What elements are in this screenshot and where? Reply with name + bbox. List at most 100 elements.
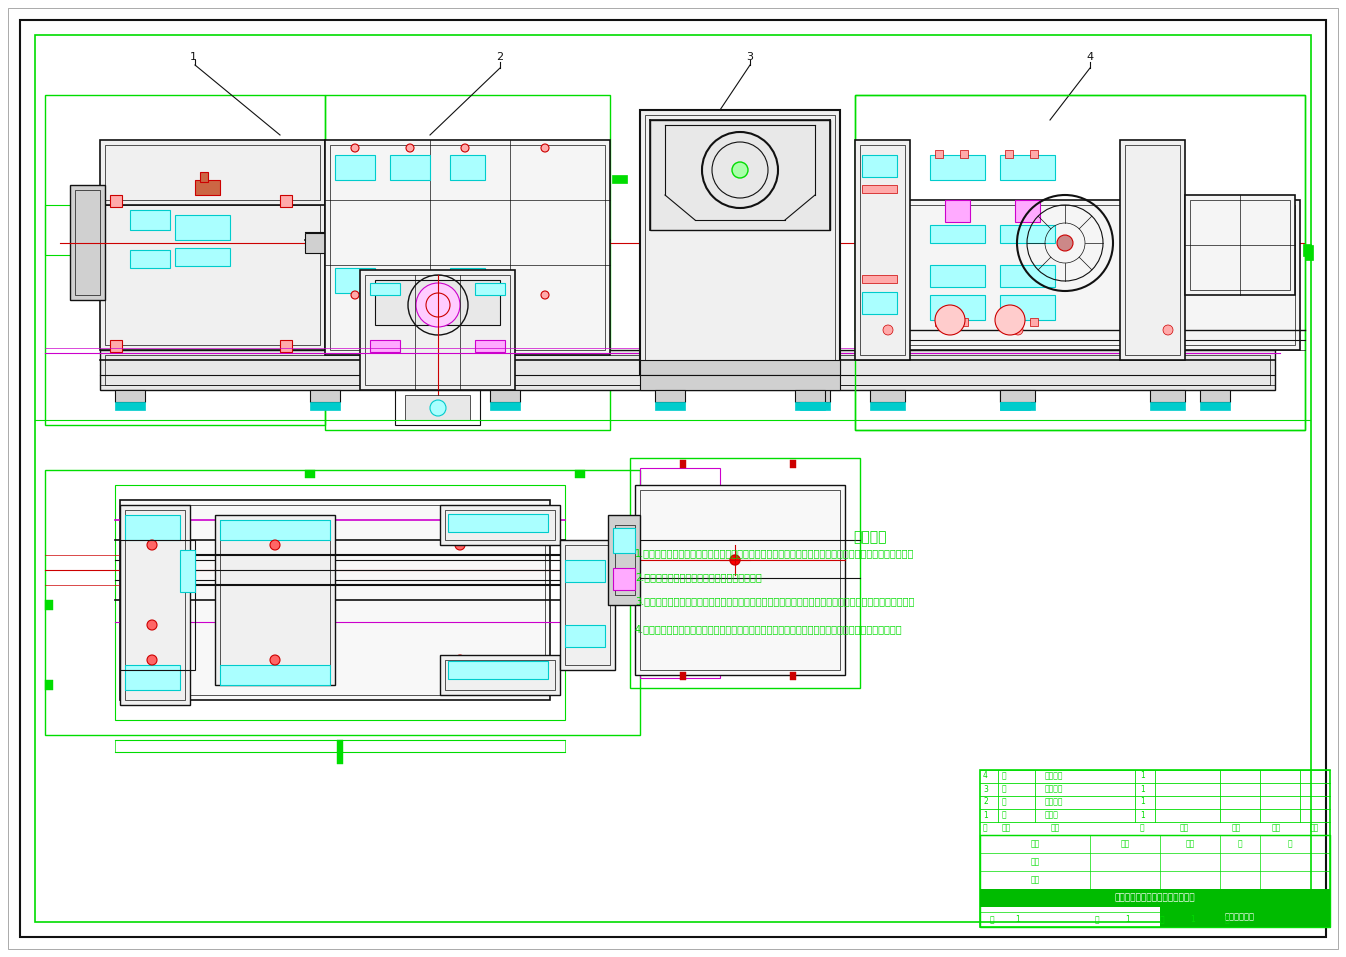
Bar: [612, 528, 635, 553]
Bar: [105, 145, 320, 200]
Bar: [615, 525, 635, 595]
Circle shape: [455, 655, 464, 665]
Circle shape: [460, 144, 468, 152]
Bar: [131, 210, 170, 230]
Bar: [980, 770, 1330, 927]
Bar: [680, 672, 686, 680]
Circle shape: [271, 655, 280, 665]
Bar: [1000, 265, 1055, 287]
Bar: [656, 390, 685, 402]
Circle shape: [730, 555, 740, 565]
Bar: [875, 205, 1295, 345]
Bar: [1190, 200, 1289, 290]
Circle shape: [995, 305, 1026, 335]
Bar: [575, 470, 586, 478]
Circle shape: [455, 540, 464, 550]
Text: 组: 组: [1001, 785, 1007, 793]
Bar: [980, 889, 1330, 907]
Circle shape: [351, 291, 359, 299]
Bar: [861, 155, 896, 177]
Bar: [565, 545, 610, 665]
Text: 组: 组: [1001, 797, 1007, 807]
Bar: [359, 270, 516, 390]
Bar: [855, 245, 863, 260]
Bar: [440, 505, 560, 545]
Bar: [1000, 225, 1055, 243]
Text: 机械毕业设计: 机械毕业设计: [1225, 913, 1254, 922]
Bar: [335, 268, 376, 293]
Bar: [175, 248, 230, 266]
Bar: [44, 600, 52, 610]
Text: 标准件分: 标准件分: [1044, 797, 1063, 807]
Bar: [370, 340, 400, 352]
Bar: [490, 238, 495, 242]
Bar: [680, 460, 686, 468]
Circle shape: [935, 305, 965, 335]
Text: 3: 3: [983, 785, 988, 793]
Bar: [639, 110, 840, 375]
Bar: [960, 150, 968, 158]
Text: 数控纤维缠绕装置设计（缠绕机）: 数控纤维缠绕装置设计（缠绕机）: [1114, 894, 1195, 902]
Bar: [790, 460, 795, 468]
Bar: [446, 660, 555, 690]
Bar: [1000, 402, 1030, 410]
Bar: [560, 540, 615, 670]
Text: 1: 1: [1125, 916, 1129, 924]
Text: 技术要求: 技术要求: [853, 530, 887, 544]
Bar: [44, 680, 52, 690]
Bar: [341, 235, 420, 245]
Text: 代号: 代号: [1001, 824, 1011, 833]
Bar: [1000, 155, 1055, 180]
Bar: [1030, 318, 1038, 326]
Bar: [324, 228, 341, 258]
Text: 1: 1: [1140, 785, 1144, 793]
Bar: [131, 250, 170, 268]
Bar: [75, 190, 100, 295]
Bar: [490, 402, 520, 410]
Circle shape: [147, 655, 157, 665]
Bar: [635, 485, 845, 675]
Bar: [114, 485, 565, 720]
Bar: [125, 510, 184, 700]
Bar: [460, 238, 466, 242]
Bar: [100, 200, 324, 350]
Circle shape: [1014, 325, 1023, 335]
Text: 比例: 比例: [1120, 839, 1129, 849]
Bar: [448, 514, 548, 532]
Bar: [394, 390, 481, 425]
Circle shape: [147, 620, 157, 630]
Circle shape: [883, 325, 892, 335]
Bar: [201, 172, 209, 182]
Bar: [475, 283, 505, 295]
Bar: [219, 520, 330, 540]
Text: 图纸分: 图纸分: [1044, 811, 1059, 819]
Bar: [795, 402, 825, 410]
Text: 序: 序: [983, 824, 988, 833]
Bar: [860, 145, 905, 355]
Bar: [855, 140, 910, 360]
Bar: [475, 340, 505, 352]
Bar: [1005, 150, 1014, 158]
Bar: [359, 232, 420, 248]
Text: 1: 1: [190, 52, 197, 62]
Bar: [448, 661, 548, 679]
Bar: [100, 350, 1275, 390]
Bar: [1000, 390, 1035, 402]
Bar: [930, 295, 985, 320]
Bar: [365, 275, 510, 385]
Bar: [1160, 907, 1330, 927]
Bar: [1201, 402, 1230, 410]
Bar: [800, 402, 830, 410]
Bar: [306, 470, 315, 478]
Bar: [490, 390, 520, 402]
Bar: [935, 150, 944, 158]
Bar: [280, 195, 292, 207]
Bar: [100, 140, 324, 205]
Text: 2: 2: [495, 52, 503, 62]
Text: 张数: 张数: [1186, 839, 1195, 849]
Bar: [70, 185, 105, 300]
Text: 3.零件在装配前必须清理和清洗干净，不得有毛刷、飞边、氧化皮、锈蚀、切屑、油污、着色剂和灰尘等。: 3.零件在装配前必须清理和清洗干净，不得有毛刷、飞边、氧化皮、锈蚀、切屑、油污、…: [635, 596, 914, 606]
Bar: [120, 540, 195, 670]
Bar: [1303, 244, 1311, 256]
Text: 组: 组: [1001, 771, 1007, 781]
